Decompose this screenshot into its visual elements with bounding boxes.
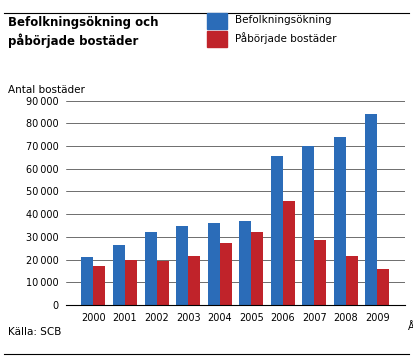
Bar (145, 232, 157, 305)
Text: Befolkningsökning och: Befolkningsökning och (8, 16, 159, 29)
Bar (314, 241, 326, 305)
Bar (113, 245, 125, 305)
Bar (81, 257, 93, 305)
Bar (157, 261, 169, 305)
Bar (334, 137, 346, 305)
Bar (366, 114, 377, 305)
Bar (176, 225, 188, 305)
Bar (271, 156, 283, 305)
Bar (220, 243, 232, 305)
Bar (377, 269, 389, 305)
Text: Befolkningsökning: Befolkningsökning (235, 15, 332, 25)
Text: Antal bostäder: Antal bostäder (8, 85, 85, 95)
Bar (239, 221, 251, 305)
Bar (283, 201, 295, 305)
Bar (188, 256, 200, 305)
Bar (346, 256, 358, 305)
Text: påbörjade bostäder: påbörjade bostäder (8, 33, 139, 48)
Text: Påbörjade bostäder: Påbörjade bostäder (235, 32, 337, 44)
Text: År: År (408, 322, 413, 331)
Bar (93, 266, 105, 305)
Bar (251, 232, 263, 305)
Bar (125, 260, 137, 305)
Bar (302, 146, 314, 305)
Text: Källa: SCB: Källa: SCB (8, 327, 62, 337)
Bar (208, 223, 220, 305)
